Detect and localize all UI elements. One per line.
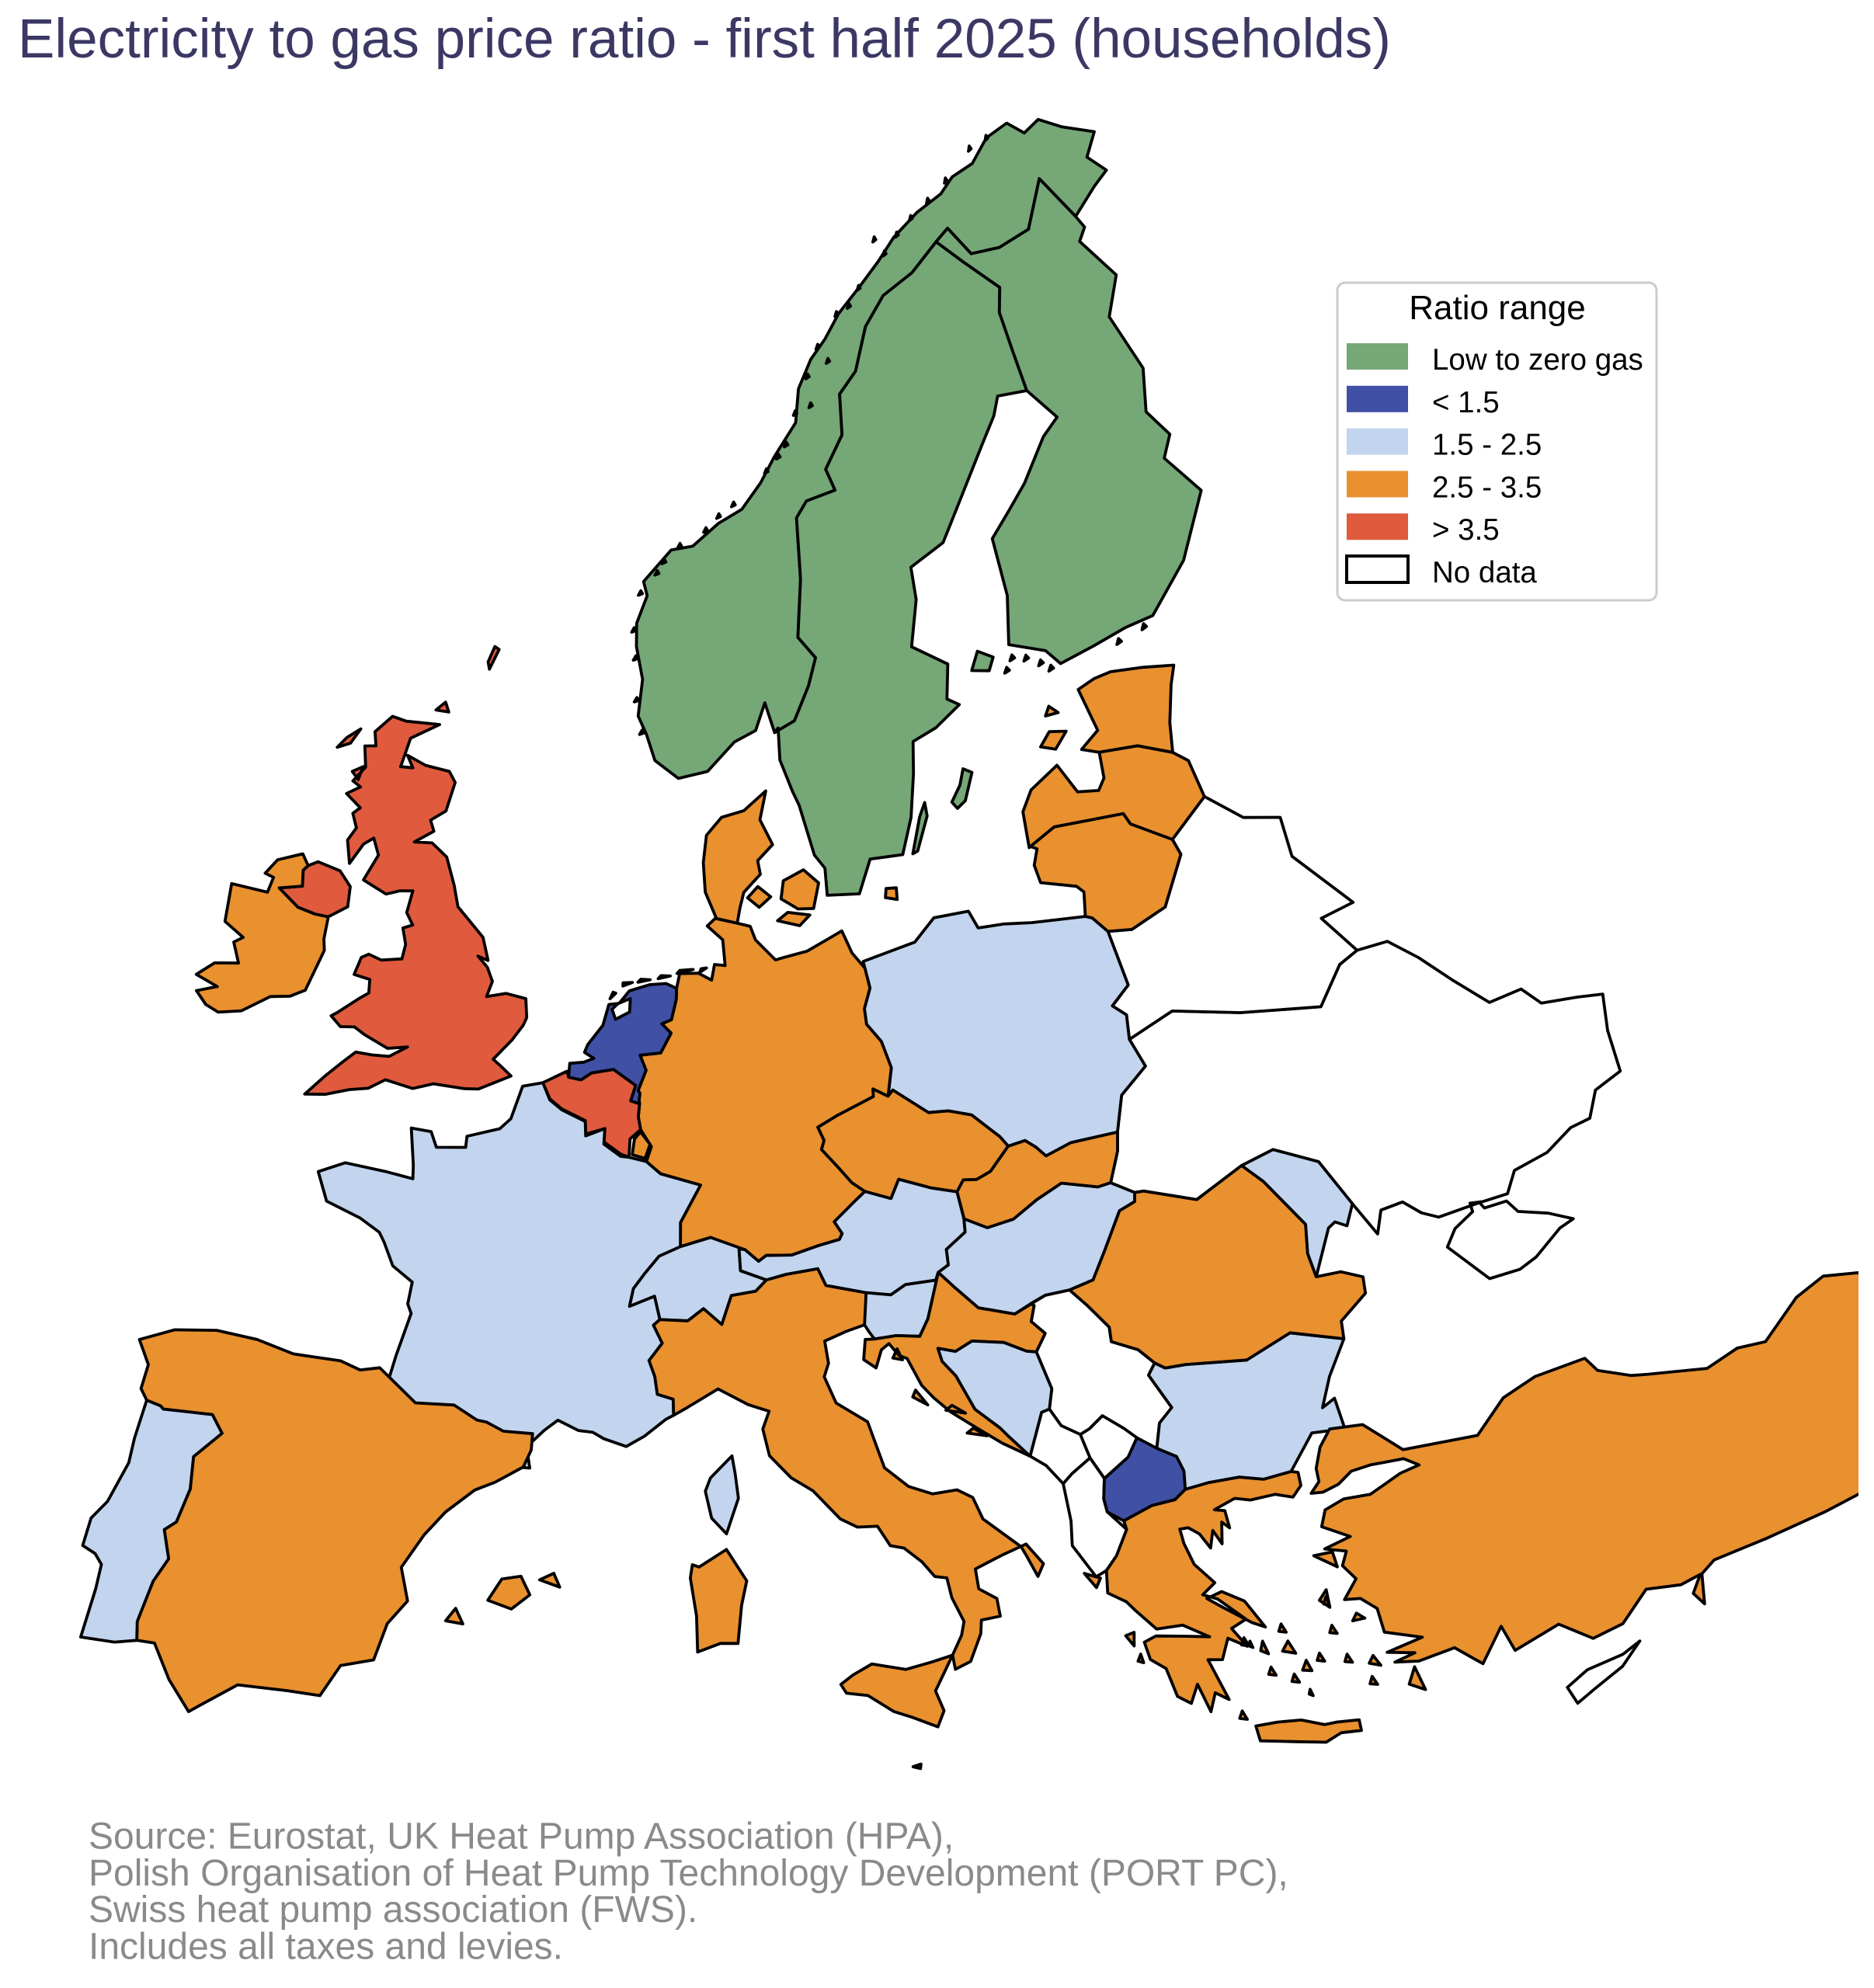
svg-text:> 3.5: > 3.5	[1432, 513, 1500, 547]
svg-text:Electricity to gas price ratio: Electricity to gas price ratio - first h…	[18, 9, 1391, 70]
svg-text:Low to zero gas: Low to zero gas	[1432, 343, 1643, 377]
svg-text:No data: No data	[1432, 556, 1537, 589]
svg-text:Ratio range: Ratio range	[1409, 289, 1585, 327]
svg-text:Source: Eurostat, UK Heat Pump: Source: Eurostat, UK Heat Pump Associati…	[89, 1816, 954, 1858]
svg-text:< 1.5: < 1.5	[1432, 386, 1500, 419]
svg-text:Polish Organisation of Heat Pu: Polish Organisation of Heat Pump Technol…	[89, 1853, 1288, 1894]
svg-text:Swiss heat pump association (F: Swiss heat pump association (FWS).	[89, 1889, 697, 1931]
svg-text:Includes all taxes and levies.: Includes all taxes and levies.	[89, 1926, 563, 1967]
svg-text:1.5 - 2.5: 1.5 - 2.5	[1432, 429, 1542, 462]
svg-text:2.5 - 3.5: 2.5 - 3.5	[1432, 471, 1542, 504]
